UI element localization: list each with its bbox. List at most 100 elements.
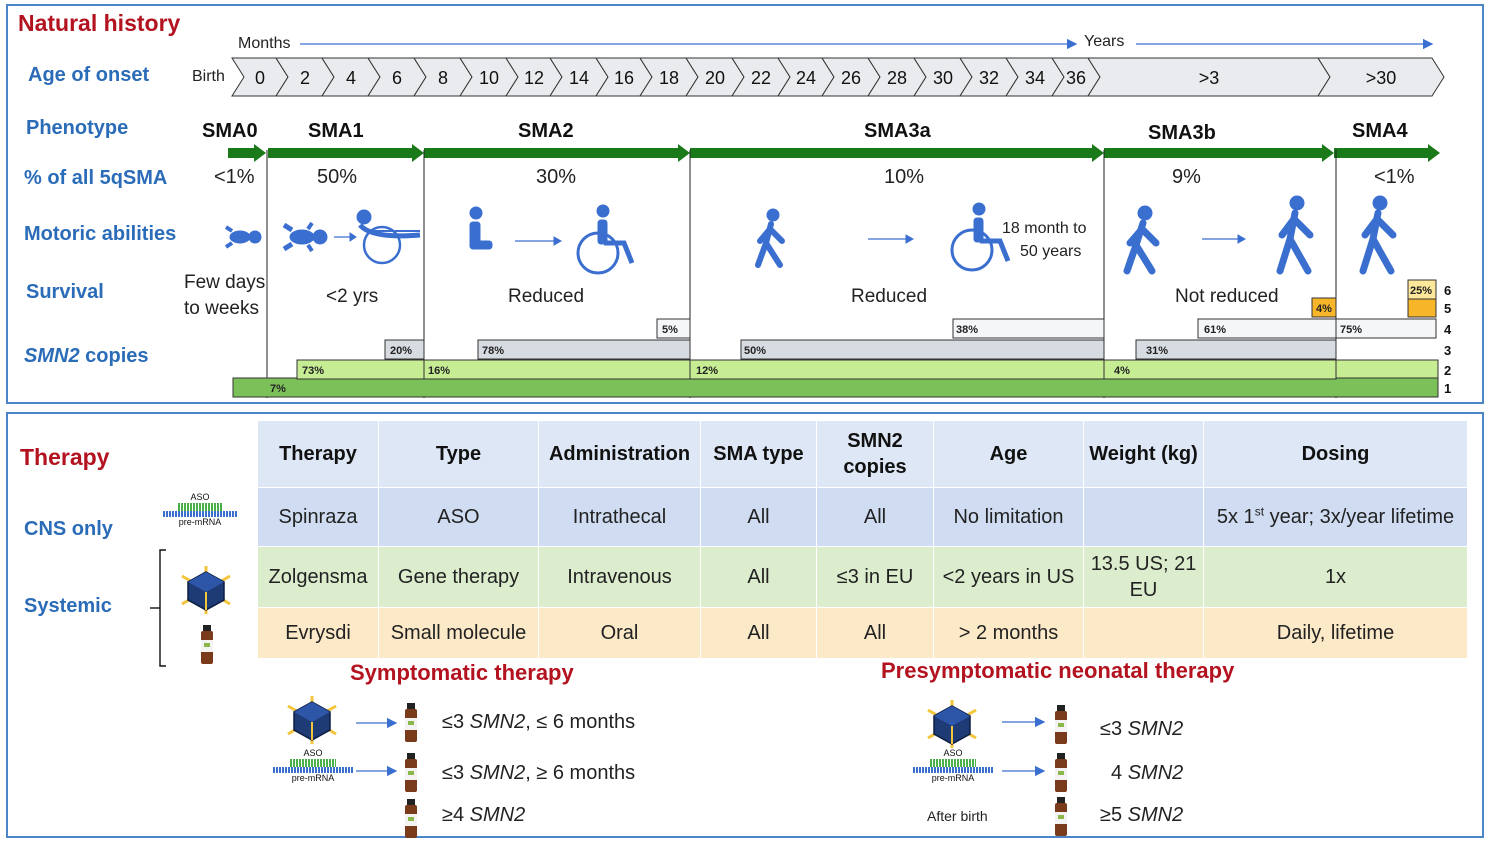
age-tick-label: 0 [255, 68, 265, 88]
birth-label: Birth [192, 68, 225, 85]
smn2-bar-label: 50% [744, 345, 766, 357]
age-tick-label: 32 [979, 68, 999, 88]
percent-label: % of all 5qSMA [24, 167, 168, 189]
cell-weight: 13.5 US; 21 EU [1083, 546, 1204, 608]
cell-copies: All [816, 487, 934, 547]
aso-icon: ASO pre-mRNA [270, 748, 356, 783]
phenotype-sma3b: SMA3b [1148, 122, 1216, 144]
years-label: Years [1084, 33, 1125, 50]
header-age: Age [933, 420, 1084, 488]
oral-bottle-icon [201, 625, 213, 664]
smn2-bar-label: 4% [1316, 303, 1332, 315]
age-tick-label: 4 [346, 68, 356, 88]
oral-bottle-icon [405, 753, 417, 792]
oral-bottle-icon [1055, 705, 1067, 744]
phenotype-arrow [268, 144, 424, 162]
smn2-bar [1335, 359, 1439, 380]
systemic-label: Systemic [24, 595, 112, 617]
percent-sma4: <1% [1374, 166, 1415, 188]
phenotype-arrow [1334, 144, 1440, 162]
cell-sma: All [700, 607, 817, 659]
survival-sma2: Reduced [508, 286, 585, 307]
age-tick-label: 2 [300, 68, 310, 88]
motoric-icons [224, 195, 1397, 275]
cell-copies: ≤3 in EU [816, 546, 934, 608]
smn2-bar [1335, 318, 1437, 339]
age-tick-label: 26 [841, 68, 861, 88]
cell-weight [1083, 487, 1204, 547]
smn2-bar-label: 20% [390, 345, 412, 357]
cell-type: ASO [378, 487, 539, 547]
symptomatic-item: ≥4 SMN2 [442, 804, 526, 826]
survival-sma3b: Not reduced [1175, 286, 1279, 307]
smn2-bar-label: 5% [662, 324, 678, 336]
smn2-bar-label: 25% [1410, 285, 1432, 297]
aso-icon: ASO pre-mRNA [160, 492, 240, 527]
age-tick-label: >3 [1199, 68, 1220, 88]
cell-type: Small molecule [378, 607, 539, 659]
symptomatic-item: ≤3 SMN2, ≥ 6 months [442, 762, 636, 784]
smn2-bar [1135, 339, 1337, 360]
smn2-bar [740, 339, 1105, 360]
survival-sma1: <2 yrs [326, 286, 379, 307]
walking-person-icon [1123, 205, 1160, 275]
smn2-bar [689, 359, 1105, 380]
cell-copies: All [816, 607, 934, 659]
smn2-copy-number: 3 [1444, 343, 1451, 358]
age-of-onset-label: Age of onset [28, 64, 150, 86]
smn2-bar-label: 7% [270, 383, 286, 395]
therapy-title: Therapy [20, 444, 110, 470]
smn2-copy-number: 5 [1444, 301, 1451, 316]
oral-bottle-icon [405, 703, 417, 742]
symptomatic-item: ≤3 SMN2, ≤ 6 months [442, 711, 636, 733]
table-header-row: Therapy Type Administration SMA type SMN… [257, 420, 1468, 488]
therapy-sequence-graphics [286, 694, 1067, 838]
percent-sma0: <1% [214, 166, 255, 188]
age-tick-label: 24 [796, 68, 816, 88]
sma3a-note-line1: 18 month to [1002, 220, 1087, 237]
oral-bottle-icon [1055, 753, 1067, 792]
sitting-person-icon [469, 206, 493, 250]
cell-dosing: Daily, lifetime [1203, 607, 1468, 659]
header-weight: Weight (kg) [1083, 420, 1204, 488]
smn2-copies-label: SMN2 copies [24, 345, 149, 367]
smn2-bar [1407, 279, 1437, 300]
age-tick-label: 10 [479, 68, 499, 88]
table-row: Zolgensma Gene therapy Intravenous All ≤… [257, 546, 1468, 608]
header-dosing: Dosing [1203, 420, 1468, 488]
table-row: Spinraza ASO Intrathecal All All No limi… [257, 487, 1468, 547]
age-tick-label: 28 [887, 68, 907, 88]
smn2-bar [1407, 297, 1437, 318]
smn2-bar [1311, 297, 1337, 318]
age-tick-label: 22 [751, 68, 771, 88]
cell-sma: All [700, 487, 817, 547]
table-row: Evrysdi Small molecule Oral All All > 2 … [257, 607, 1468, 659]
age-tick-label: 14 [569, 68, 589, 88]
presymptomatic-title: Presymptomatic neonatal therapy [881, 658, 1235, 683]
age-tick-label: 34 [1025, 68, 1045, 88]
aav-vector-icon [286, 694, 338, 746]
aav-vector-icon [926, 698, 978, 750]
smn2-bar-label: 61% [1204, 324, 1226, 336]
age-tick-label: 16 [614, 68, 634, 88]
smn2-bar-label: 16% [428, 365, 450, 377]
phenotype-sma2: SMA2 [518, 120, 574, 142]
percent-sma3b: 9% [1172, 166, 1201, 188]
smn2-bar-label: 31% [1146, 345, 1168, 357]
smn2-bar [952, 318, 1105, 339]
header-type: Type [378, 420, 539, 488]
phenotype-sma3a: SMA3a [864, 120, 931, 142]
age-tick-label: 36 [1066, 68, 1086, 88]
age-chevron [1317, 57, 1445, 97]
survival-label: Survival [26, 281, 104, 303]
oral-bottle-icon [1055, 797, 1067, 836]
header-sma-type: SMA type [700, 420, 817, 488]
header-administration: Administration [538, 420, 701, 488]
survival-sma0-line1: Few days [184, 272, 266, 293]
months-label: Months [238, 35, 291, 52]
smn2-bar [477, 339, 691, 360]
survival-sma0-line2: to weeks [184, 298, 259, 319]
percent-sma1: 50% [317, 166, 358, 188]
smn2-bar-label: 4% [1114, 365, 1130, 377]
motoric-abilities-label: Motoric abilities [24, 223, 177, 245]
